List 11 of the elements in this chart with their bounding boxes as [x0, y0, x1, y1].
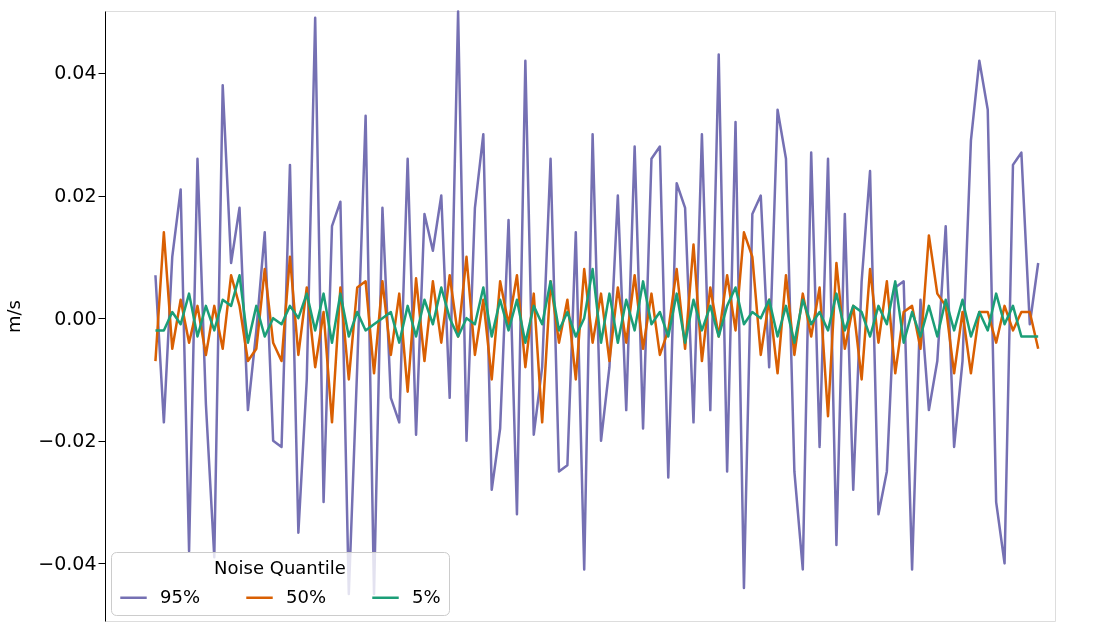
y-tick-label: −0.02 [38, 429, 97, 452]
y-tick-label: −0.04 [38, 551, 97, 574]
y-tick-label: 0.04 [54, 61, 97, 84]
y-axis-title: m/s [3, 300, 25, 333]
legend-label: 95% [160, 585, 201, 607]
legend-label: 5% [412, 585, 441, 607]
legend-title: Noise Quantile [214, 557, 346, 578]
line-series [154, 267, 1040, 344]
legend-label: 50% [286, 585, 327, 607]
y-tick-label: 0.00 [54, 306, 97, 329]
y-tick-label: 0.02 [54, 184, 97, 207]
